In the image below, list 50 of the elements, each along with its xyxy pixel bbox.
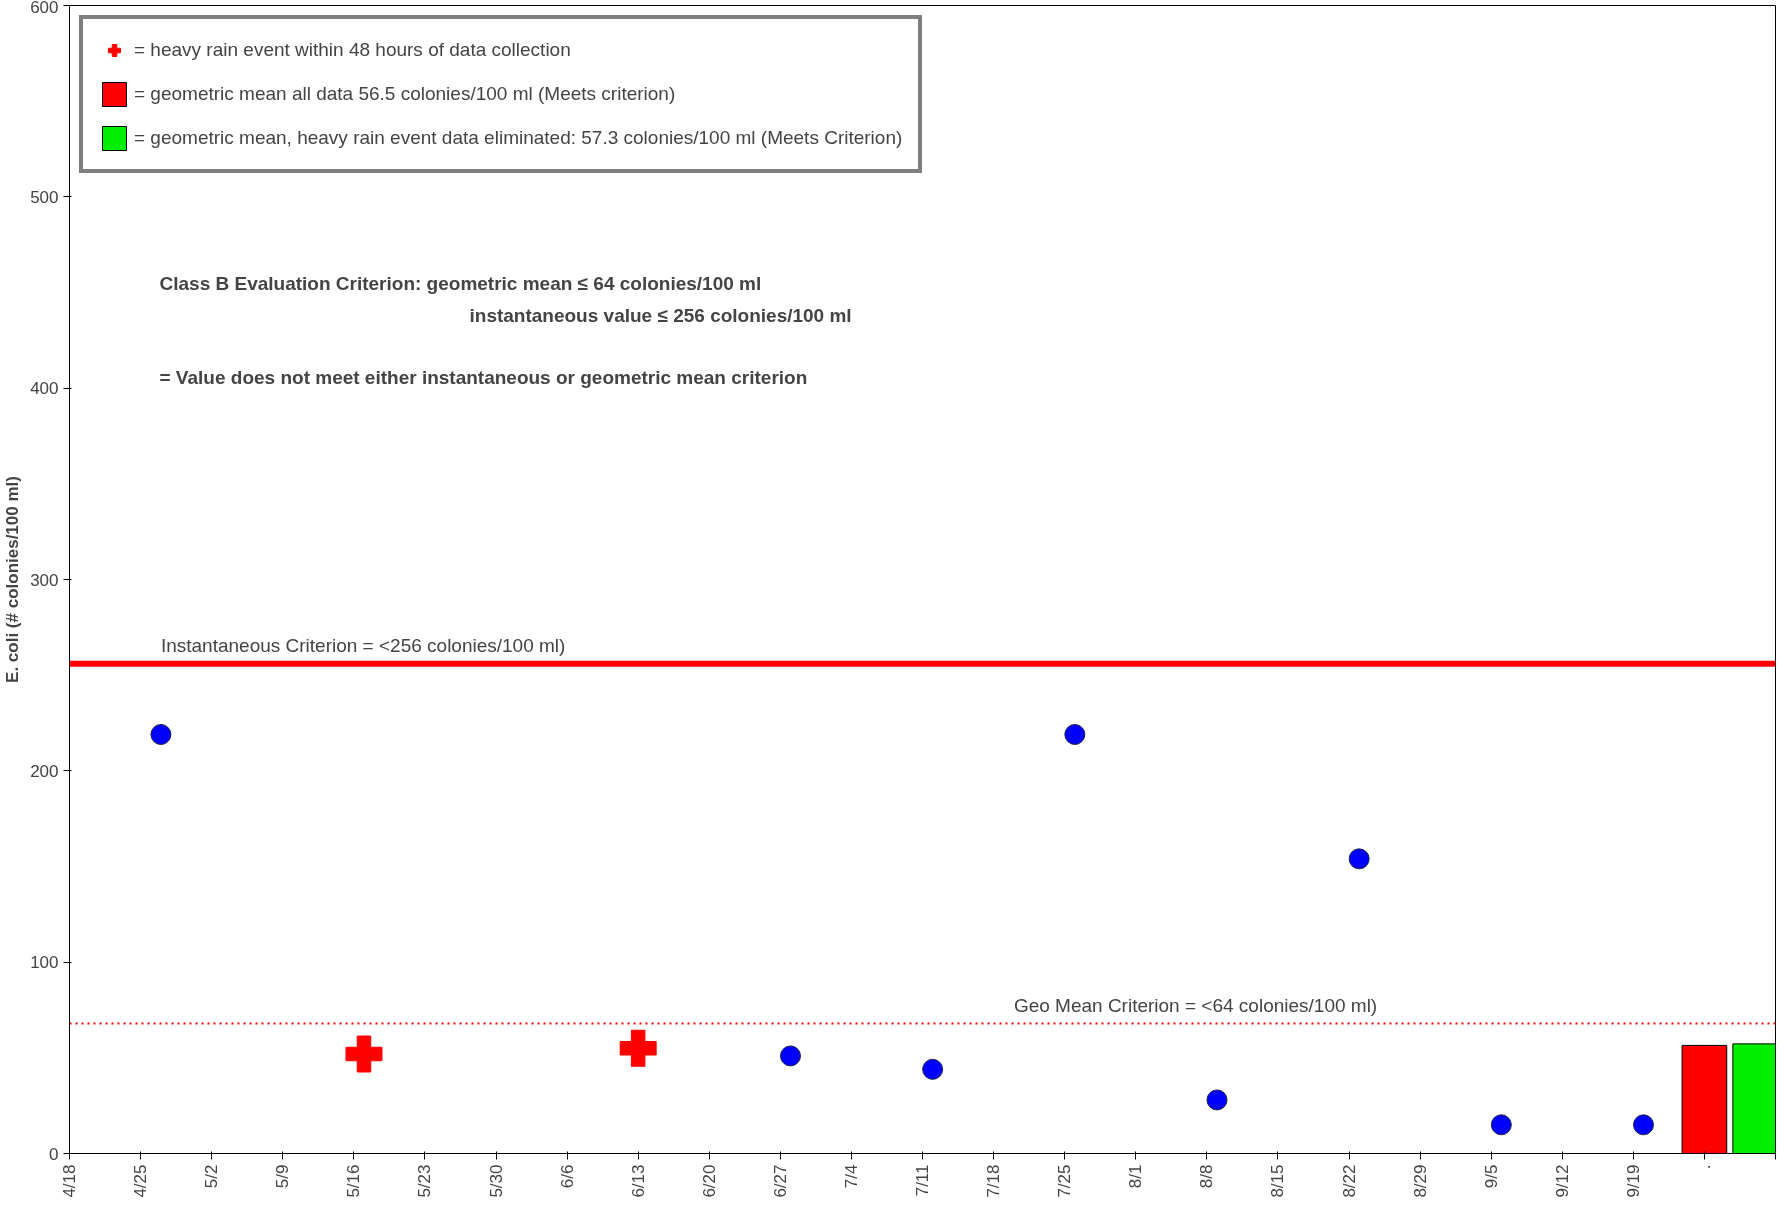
x-tick-label: 9/19 xyxy=(1623,1164,1643,1198)
x-tick-label: 4/25 xyxy=(131,1164,151,1198)
point xyxy=(345,1035,383,1073)
legend-label: = geometric mean all data 56.5 colonies/100 ml (Meets criterion) xyxy=(134,83,676,105)
point xyxy=(150,724,172,745)
x-tick-label: 8/22 xyxy=(1339,1164,1359,1198)
x-tick-label: 7/25 xyxy=(1055,1164,1075,1198)
x-tick-label: 5/9 xyxy=(273,1164,293,1189)
x-tick-label: 5/2 xyxy=(202,1164,222,1189)
y-tick-label: 500 xyxy=(30,187,59,207)
x-tick-label: 8/8 xyxy=(1197,1164,1217,1189)
ref-line-label: Instantaneous Criterion = <256 colonies/100 ml) xyxy=(160,635,566,657)
x-tick-label: 9/5 xyxy=(1481,1164,1501,1189)
legend-label: = heavy rain event within 48 hours of data collection xyxy=(134,39,571,61)
x-tick-label: 8/29 xyxy=(1410,1164,1430,1198)
ref-line-label: Geo Mean Criterion = <64 colonies/100 ml) xyxy=(1013,994,1378,1016)
y-tick-label: 200 xyxy=(30,761,59,781)
annotation: Class B Evaluation Criterion: geometric mean ≤ 64 colonies/100 ml xyxy=(159,272,762,294)
point xyxy=(779,1045,801,1067)
point xyxy=(1206,1089,1228,1111)
point xyxy=(1632,1114,1654,1136)
x-tick-label: . xyxy=(1694,1164,1714,1170)
point xyxy=(1348,848,1370,870)
x-tick-label: 6/6 xyxy=(557,1164,577,1189)
x-tick-label: 9/12 xyxy=(1552,1164,1572,1198)
y-tick-label: 0 xyxy=(49,1144,59,1164)
annotation: = Value does not meet either instantaneous or geometric mean criterion xyxy=(159,366,808,388)
point xyxy=(1064,724,1086,745)
x-tick-label: 5/16 xyxy=(344,1164,364,1198)
point xyxy=(619,1029,657,1067)
x-tick-label: 5/30 xyxy=(486,1164,506,1198)
x-tick-label: 6/13 xyxy=(628,1164,648,1198)
y-tick-label: 400 xyxy=(30,379,59,399)
annotation: instantaneous value ≤ 256 colonies/100 ml xyxy=(469,304,852,326)
point xyxy=(1490,1114,1512,1136)
y-tick-label: 300 xyxy=(30,570,59,590)
x-tick-label: 8/1 xyxy=(1126,1164,1146,1189)
x-tick-label: 5/23 xyxy=(415,1164,435,1198)
x-tick-label: 6/20 xyxy=(699,1164,719,1198)
x-tick-label: 6/27 xyxy=(770,1164,790,1198)
legend-label: = geometric mean, heavy rain event data eliminated: 57.3 colonies/100 ml (Meets Criterion) xyxy=(134,127,903,149)
x-tick-label: 4/18 xyxy=(60,1164,79,1198)
x-tick-label: 8/15 xyxy=(1268,1164,1288,1198)
x-tick-label: 7/4 xyxy=(841,1164,861,1189)
y-tick-label: 100 xyxy=(30,953,59,973)
x-tick-label: 7/11 xyxy=(913,1164,932,1197)
x-tick-label: 7/18 xyxy=(984,1164,1004,1198)
y-axis-title: E. coli (# colonies/100 ml) xyxy=(3,476,23,683)
y-tick-label: 600 xyxy=(30,0,59,17)
point xyxy=(922,1058,944,1080)
